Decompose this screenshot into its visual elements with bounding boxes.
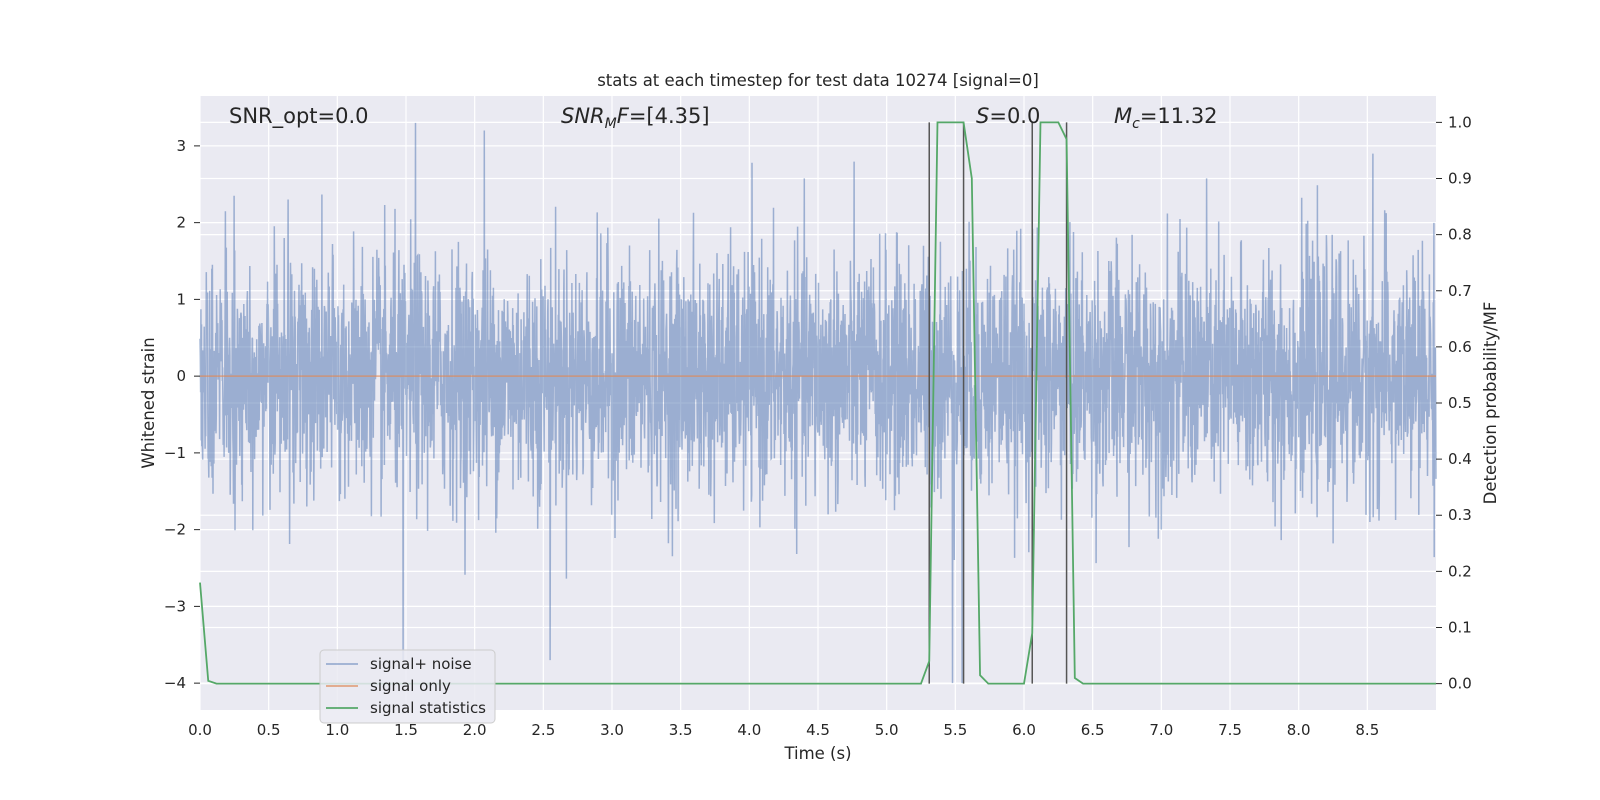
x-tick-label: 6.5 bbox=[1081, 721, 1105, 739]
x-tick-label: 8.0 bbox=[1287, 721, 1311, 739]
x-tick-label: 5.0 bbox=[875, 721, 899, 739]
legend-label: signal only bbox=[370, 677, 451, 695]
y2-tick-label: 0.5 bbox=[1448, 394, 1472, 412]
y-tick-label: 2 bbox=[176, 214, 186, 232]
x-tick-label: 4.5 bbox=[806, 721, 830, 739]
y2-tick-label: 0.2 bbox=[1448, 562, 1472, 580]
y2-tick-label: 0.7 bbox=[1448, 282, 1472, 300]
ticks: 0.0 0.5 1.0 1.5 2.0 2.5 3.0 3.5 4.0 4.5 5.0 5.5 6.0 6… bbox=[164, 113, 1472, 739]
y2-axis-label: Detection probability/MF bbox=[1481, 302, 1500, 505]
annotation-text: Mc=11.32 bbox=[1114, 104, 1218, 132]
legend-label: signal+ noise bbox=[370, 655, 472, 673]
x-tick-label: 7.5 bbox=[1218, 721, 1242, 739]
x-tick-label: 4.0 bbox=[737, 721, 761, 739]
y2-tick-label: 0.0 bbox=[1448, 675, 1472, 693]
x-axis-label: Time (s) bbox=[783, 744, 851, 763]
y2-tick-label: 0.6 bbox=[1448, 338, 1472, 356]
x-tick-label: 2.0 bbox=[463, 721, 487, 739]
y-tick-label: −4 bbox=[164, 674, 186, 692]
x-tick-label: 7.0 bbox=[1149, 721, 1173, 739]
annotation-text: SNRMF=[4.35] bbox=[561, 104, 710, 132]
x-tick-label: 0.5 bbox=[257, 721, 281, 739]
y2-tick-label: 1.0 bbox=[1448, 113, 1472, 131]
chart-title: stats at each timestep for test data 102… bbox=[597, 71, 1039, 90]
x-tick-label: 3.5 bbox=[669, 721, 693, 739]
legend-box bbox=[319, 649, 496, 724]
y-tick-label: −2 bbox=[164, 521, 186, 539]
series-signal-statistics bbox=[199, 121, 1436, 685]
x-tick-label: 8.5 bbox=[1355, 721, 1379, 739]
x-tick-label: 3.0 bbox=[600, 721, 624, 739]
y-tick-label: −3 bbox=[164, 597, 186, 615]
y2-tick-label: 0.9 bbox=[1448, 170, 1472, 188]
annotation-text: SNR_opt=0.0 bbox=[229, 104, 369, 129]
series-signal-noise bbox=[199, 122, 1437, 684]
y-tick-label: 3 bbox=[176, 137, 186, 155]
x-tick-label: 0.0 bbox=[188, 721, 212, 739]
x-tick-label: 1.5 bbox=[394, 721, 418, 739]
y2-tick-label: 0.4 bbox=[1448, 450, 1472, 468]
stats-line bbox=[199, 121, 1436, 685]
y-tick-label: 1 bbox=[176, 290, 186, 308]
x-tick-label: 5.5 bbox=[943, 721, 967, 739]
y2-tick-label: 0.1 bbox=[1448, 618, 1472, 636]
legend-label: signal statistics bbox=[370, 699, 486, 717]
annotations: SNR_opt=0.0 SNRMF=[4.35] S=0.0 Mc=11.32 bbox=[229, 104, 1218, 132]
y2-tick-label: 0.3 bbox=[1448, 506, 1472, 524]
y-axis-label: Whitened strain bbox=[139, 337, 158, 468]
y-tick-label: 0 bbox=[176, 367, 186, 385]
annotation-text: S=0.0 bbox=[976, 104, 1040, 128]
x-tick-label: 6.0 bbox=[1012, 721, 1036, 739]
noise-line bbox=[199, 122, 1437, 684]
x-tick-label: 1.0 bbox=[325, 721, 349, 739]
legend: signal+ noise signal only signal statistic… bbox=[319, 649, 496, 724]
y2-tick-label: 0.8 bbox=[1448, 226, 1472, 244]
x-tick-label: 2.5 bbox=[531, 721, 555, 739]
y-tick-label: −1 bbox=[164, 444, 186, 462]
